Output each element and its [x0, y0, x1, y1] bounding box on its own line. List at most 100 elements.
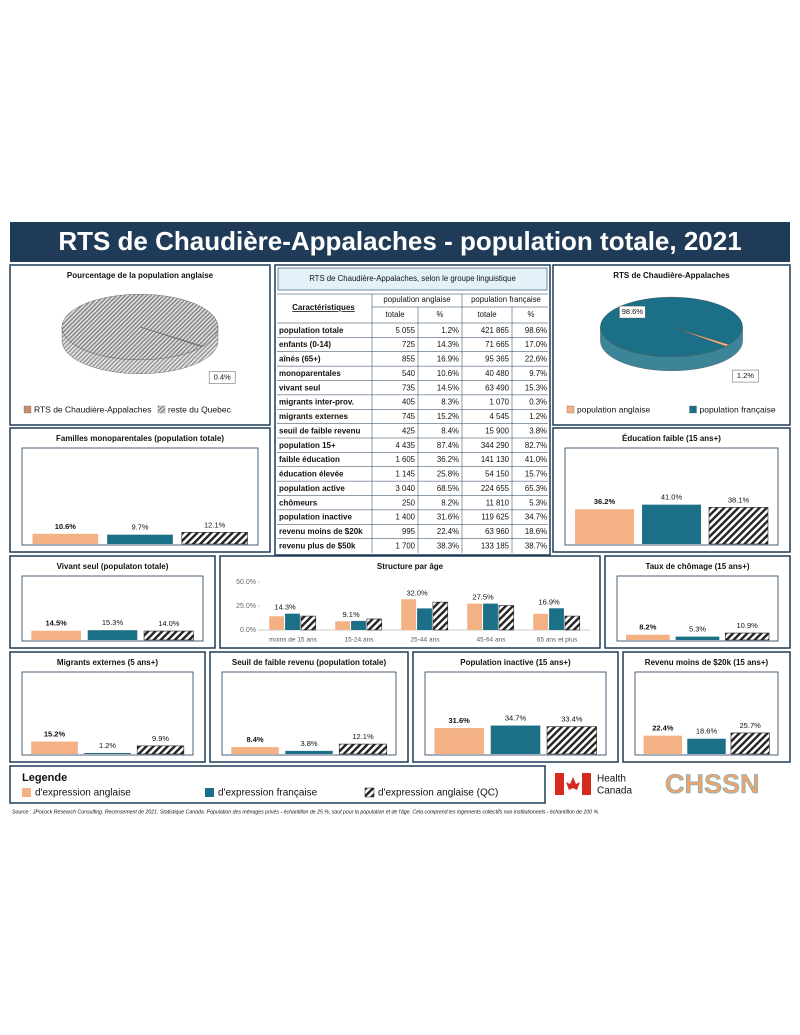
bar: [300, 615, 317, 631]
panel-title: RTS de Chaudière-Appalaches: [613, 271, 730, 280]
panel-title: Revenu moins de $20k (15 ans+): [645, 658, 769, 667]
bar: [642, 504, 701, 544]
table-cell: 98.6%: [525, 326, 547, 335]
bar: [483, 603, 498, 630]
bar: [32, 533, 99, 544]
data-label: 9.9%: [152, 734, 169, 743]
row-label: faible éducation: [279, 455, 340, 464]
bar: [335, 621, 351, 630]
plot-area: [616, 575, 779, 642]
row-label: enfants (0-14): [279, 340, 331, 349]
table-cell: 8.4%: [441, 426, 459, 435]
table-cell: 41.0%: [525, 455, 547, 464]
logo-text: Canada: [597, 786, 632, 797]
table-cell: 95 365: [485, 355, 510, 364]
bar: [643, 735, 683, 754]
table-cell: 540: [402, 369, 416, 378]
y-tick-label: 25.0%: [236, 603, 256, 610]
bar: [181, 532, 248, 545]
legend-label: RTS de Chaudière-Appalaches: [34, 404, 152, 414]
bar: [269, 616, 285, 630]
table-cell: 40 480: [485, 369, 510, 378]
plot-area: [21, 447, 259, 546]
bar: [87, 630, 138, 640]
table-cell: 71 665: [485, 340, 510, 349]
table-cell: 1.2%: [529, 412, 547, 421]
data-label: 25.7%: [740, 721, 762, 730]
legend-title: Legende: [22, 772, 67, 784]
table-cell: 16.9%: [437, 355, 459, 364]
table-cell: 15 900: [485, 426, 510, 435]
row-label: revenu plus de $50k: [279, 541, 356, 550]
bar: [401, 599, 417, 630]
bar: [231, 747, 279, 754]
table-cell: 9.7%: [529, 369, 547, 378]
row-label: vivant seul: [279, 383, 320, 392]
label-box: [619, 305, 646, 319]
table-cell: 735: [402, 383, 416, 392]
bar: [498, 605, 515, 631]
legend-swatch: [205, 788, 214, 797]
legend-label: d'expression française: [218, 788, 318, 799]
row-label: population inactive: [279, 513, 352, 522]
data-label: 5.3%: [689, 625, 706, 634]
table-frame: [274, 264, 551, 556]
row-label: migrants inter-prov.: [279, 398, 354, 407]
data-label: 9.1%: [343, 610, 360, 619]
table-cell: 119 625: [481, 513, 509, 522]
table-cell: 22.4%: [437, 527, 459, 536]
table-cell: 3.8%: [529, 426, 547, 435]
x-tick-label: 25-44 ans: [411, 637, 441, 644]
legend-box: [9, 765, 546, 804]
bar: [533, 613, 549, 630]
data-label: 15.2%: [44, 730, 66, 739]
bar: [564, 615, 581, 631]
data-label: 32.0%: [406, 588, 428, 597]
bar: [730, 732, 770, 755]
bar: [725, 632, 770, 641]
table-cell: 421 865: [481, 326, 510, 335]
legend-label: d'expression anglaise: [35, 788, 131, 799]
legend-label: d'expression anglaise (QC): [378, 788, 498, 799]
data-label: 36.2%: [594, 497, 616, 506]
data-label: 1.2%: [737, 371, 754, 380]
bar: [31, 630, 81, 640]
data-label: 10.6%: [55, 522, 77, 531]
legend-swatch: [157, 405, 166, 414]
label-box: [732, 369, 759, 383]
title-banner: [10, 222, 790, 262]
row-label: chômeurs: [279, 498, 318, 507]
table-cell: 141 130: [481, 455, 510, 464]
table-cell: 65.3%: [525, 484, 547, 493]
table-cell: 5.3%: [529, 498, 547, 507]
data-label: 9.7%: [131, 523, 148, 532]
table-cell: 405: [402, 398, 416, 407]
panel-title: Seuil de faible revenu (population total…: [232, 658, 387, 667]
data-label: 12.1%: [204, 520, 226, 529]
page-title: RTS de Chaudière-Appalaches - population…: [58, 226, 741, 256]
row-label: revenu moins de $20k: [279, 527, 363, 536]
table-cell: 995: [402, 527, 416, 536]
table-cell: 38.3%: [437, 541, 459, 550]
legend-swatch: [566, 405, 575, 414]
table-cell: 10.6%: [437, 369, 459, 378]
table-subheader: totale: [385, 310, 404, 319]
table-header: population française: [471, 295, 541, 304]
panel-title: Structure par âge: [377, 562, 444, 571]
data-label: 34.7%: [505, 714, 527, 723]
table-cell: 15.7%: [525, 470, 547, 479]
data-label: 1.2%: [99, 741, 116, 750]
plot-area: [221, 671, 397, 756]
row-label: aînés (65+): [279, 355, 321, 364]
table-cell: 15.2%: [437, 412, 459, 421]
table-cell: 5 055: [395, 326, 415, 335]
bar: [467, 603, 483, 630]
table-cell: 224 655: [481, 484, 510, 493]
table-cell: 22.6%: [525, 355, 547, 364]
table-cell: 14.3%: [437, 340, 459, 349]
bar: [285, 613, 300, 630]
bar: [338, 743, 388, 755]
panel-title: Familles monoparentales (population tota…: [56, 434, 224, 443]
data-label: 15.3%: [102, 618, 124, 627]
